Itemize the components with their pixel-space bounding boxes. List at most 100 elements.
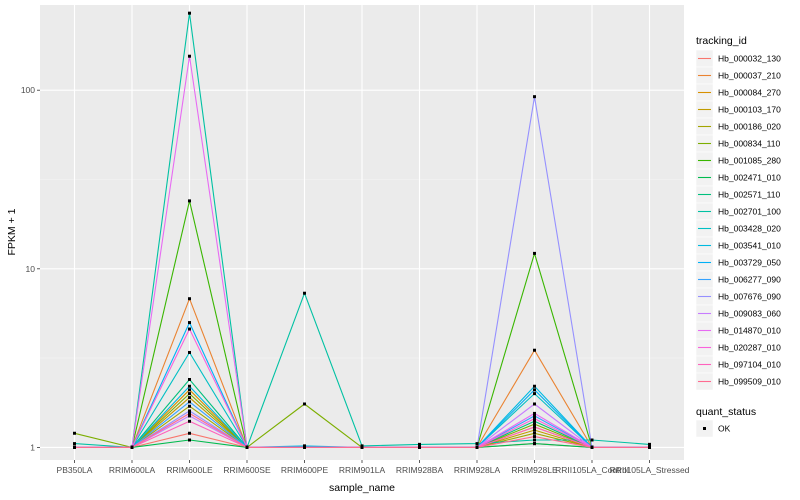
x-tick-label: RRIM600LE — [166, 465, 213, 475]
data-point — [590, 438, 594, 442]
data-point — [73, 445, 76, 449]
data-point — [533, 402, 536, 406]
data-point — [533, 428, 536, 432]
data-point — [130, 445, 134, 449]
data-point — [73, 431, 76, 435]
data-point — [188, 199, 191, 203]
data-point — [188, 396, 191, 400]
legend-label: Hb_000103_170 — [718, 105, 781, 115]
x-tick-label: PB350LA — [57, 465, 93, 475]
x-tick-label: RRIM600SE — [223, 465, 271, 475]
data-point — [188, 431, 191, 435]
data-point — [475, 445, 479, 449]
data-point — [188, 414, 191, 418]
x-tick-label: RRIM928LA — [454, 465, 501, 475]
data-point — [303, 291, 306, 295]
data-point — [188, 388, 191, 392]
y-axis-title: FPKM + 1 — [6, 208, 18, 255]
data-point — [360, 445, 364, 449]
x-tick-label: RRIM901LA — [339, 465, 386, 475]
data-point — [533, 425, 536, 429]
legend-label: Hb_000037_210 — [718, 71, 781, 81]
data-point — [418, 445, 421, 449]
y-tick-label: 100 — [21, 85, 35, 95]
y-axis: 1 10 100 — [21, 85, 40, 452]
data-point — [188, 11, 191, 15]
data-point — [533, 417, 536, 421]
data-point — [533, 438, 536, 442]
quant-status-label: OK — [718, 424, 731, 434]
data-point — [533, 435, 536, 439]
data-point — [533, 414, 536, 418]
legend-label: Hb_003428_020 — [718, 224, 781, 234]
data-point — [188, 438, 191, 442]
data-point — [245, 445, 249, 449]
data-point — [533, 392, 536, 396]
x-tick-label: RRIM600LA — [109, 465, 156, 475]
legend-label: Hb_020287_010 — [718, 343, 781, 353]
data-point — [303, 444, 306, 448]
legend-label: Hb_007676_090 — [718, 292, 781, 302]
x-tick-label: RRIM928LE — [511, 465, 558, 475]
data-point — [188, 350, 191, 354]
data-point — [303, 402, 306, 406]
legend-label: Hb_003729_050 — [718, 258, 781, 268]
data-point — [188, 411, 191, 415]
data-point — [648, 442, 651, 446]
legend-label: Hb_014870_010 — [718, 326, 781, 336]
legend-title: tracking_id — [696, 35, 747, 47]
legend-label: Hb_002471_010 — [718, 173, 781, 183]
quant-status-key-point — [703, 427, 706, 430]
legend-label: Hb_003541_010 — [718, 241, 781, 251]
quant-status-legend-title: quant_status — [696, 406, 756, 418]
data-point — [188, 400, 191, 404]
x-tick-label: RRII105LA_Control — [555, 465, 629, 475]
quant-status-legend: quant_status OK — [695, 406, 756, 438]
data-point — [533, 348, 536, 352]
data-point — [188, 297, 191, 301]
data-point — [188, 419, 191, 423]
legend-label: Hb_097104_010 — [718, 360, 781, 370]
data-point — [533, 95, 536, 99]
legend-label: Hb_000084_270 — [718, 88, 781, 98]
data-point — [418, 442, 421, 446]
data-point — [648, 445, 651, 449]
data-point — [188, 54, 191, 58]
data-point — [533, 422, 536, 426]
data-point — [533, 431, 536, 435]
legend-label: Hb_002701_100 — [718, 207, 781, 217]
data-point — [188, 377, 191, 381]
data-point — [533, 388, 536, 392]
legend-label: Hb_002571_110 — [718, 190, 781, 200]
data-point — [188, 409, 191, 413]
data-point — [303, 445, 306, 449]
data-point — [188, 327, 191, 331]
data-point — [360, 444, 364, 448]
x-axis: PB350LA RRIM600LA RRIM600LE RRIM600SE RRIM60… — [57, 460, 690, 475]
data-point — [188, 384, 191, 388]
data-point — [73, 442, 76, 446]
data-point — [533, 442, 536, 446]
series-points — [73, 11, 651, 449]
y-tick-label: 1 — [30, 442, 35, 452]
y-tick-label: 10 — [26, 264, 36, 274]
data-point — [475, 442, 479, 446]
data-point — [533, 411, 536, 415]
x-tick-label: RRIM600PE — [281, 465, 329, 475]
data-point — [590, 445, 594, 449]
legend-label: Hb_000186_020 — [718, 122, 781, 132]
x-tick-label: RRII105LA_Stressed — [610, 465, 690, 475]
data-point — [188, 404, 191, 408]
legend-label: Hb_006277_090 — [718, 275, 781, 285]
legend-label: Hb_000834_110 — [718, 139, 781, 149]
legend-label: Hb_099509_010 — [718, 377, 781, 387]
legend-label: Hb_009083_060 — [718, 309, 781, 319]
legend-label: Hb_001085_280 — [718, 156, 781, 166]
legend: tracking_id Hb_000032_130 Hb_000037_210 Hb… — [695, 35, 781, 391]
data-point — [533, 251, 536, 255]
legend-label: Hb_000032_130 — [718, 54, 781, 64]
data-point — [533, 384, 536, 388]
x-tick-label: RRIM928BA — [396, 465, 444, 475]
data-point — [533, 419, 536, 423]
